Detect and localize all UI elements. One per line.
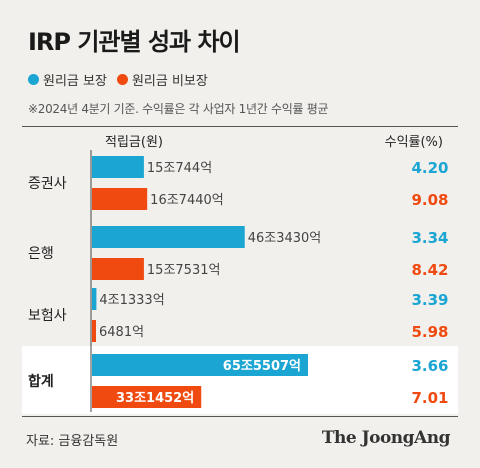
- category-label-0: 증권사: [28, 176, 67, 192]
- bar-0-1: [92, 188, 148, 210]
- rate-value-2-1: 5.98: [411, 323, 448, 341]
- legend-dot-non-guaranteed: [116, 74, 128, 85]
- legend-item-guaranteed: 원리금 보장: [28, 70, 107, 89]
- rate-value-0-0: 4.20: [411, 159, 448, 177]
- rate-value-3-0: 3.66: [411, 357, 448, 375]
- bar-0-0: [92, 156, 144, 178]
- rate-column-label: 수익률(%): [385, 135, 443, 150]
- rate-value-1-1: 8.42: [411, 261, 448, 279]
- value-label-0-1: 16조7440억: [150, 193, 224, 208]
- bar-3-1: [92, 386, 202, 408]
- category-label-1: 은행: [28, 246, 54, 262]
- bar-2-1: [92, 320, 96, 342]
- bar-3-0: [92, 354, 308, 376]
- value-label-2-1: 6481억: [99, 325, 144, 340]
- value-label-2-0: 4조1333억: [99, 293, 164, 308]
- value-label-3-1: 33조1452억: [116, 391, 194, 406]
- rate-value-0-1: 9.08: [411, 191, 448, 209]
- legend-dot-guaranteed: [28, 74, 39, 85]
- value-label-0-0: 15조744억: [147, 161, 212, 176]
- rate-value-3-1: 7.01: [411, 389, 448, 407]
- rate-value-1-0: 3.34: [411, 229, 448, 247]
- legend: 원리금 보장 원리금 비보장: [28, 70, 218, 89]
- value-label-3-0: 65조5507억: [223, 359, 301, 374]
- value-label-1-0: 46조3430억: [248, 231, 322, 246]
- rate-value-2-0: 3.39: [411, 291, 448, 309]
- category-label-3: 합계: [28, 373, 54, 390]
- bottom-divider: [22, 416, 458, 417]
- chart-title: IRP 기관별 성과 차이: [28, 28, 241, 56]
- top-divider: [22, 126, 458, 127]
- category-label-2: 보험사: [28, 308, 67, 324]
- brand-logo: The JoongAng: [321, 428, 451, 448]
- bar-1-1: [92, 258, 144, 280]
- source-text: 자료: 금융감독원: [26, 434, 119, 449]
- x-axis-label: 적립금(원): [105, 135, 163, 150]
- footnote: ※2024년 4분기 기준. 수익률은 각 사업자 1년간 수익률 평균: [28, 102, 329, 116]
- bar-1-0: [92, 226, 245, 248]
- value-label-1-1: 15조7531억: [147, 263, 221, 278]
- legend-item-non-guaranteed: 원리금 비보장: [116, 70, 208, 89]
- legend-label-guaranteed: 원리금 보장: [43, 74, 107, 89]
- bar-2-0: [92, 288, 97, 310]
- legend-label-non-guaranteed: 원리금 비보장: [131, 74, 208, 89]
